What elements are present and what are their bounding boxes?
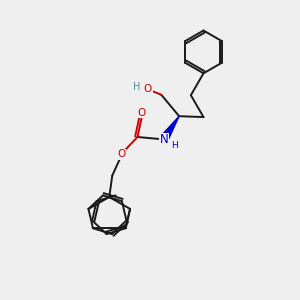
- Text: H: H: [133, 82, 140, 92]
- Text: H: H: [171, 140, 178, 149]
- Text: O: O: [117, 149, 125, 159]
- Text: O: O: [144, 84, 152, 94]
- Text: N: N: [160, 133, 169, 146]
- Text: O: O: [138, 108, 146, 118]
- Polygon shape: [161, 116, 179, 141]
